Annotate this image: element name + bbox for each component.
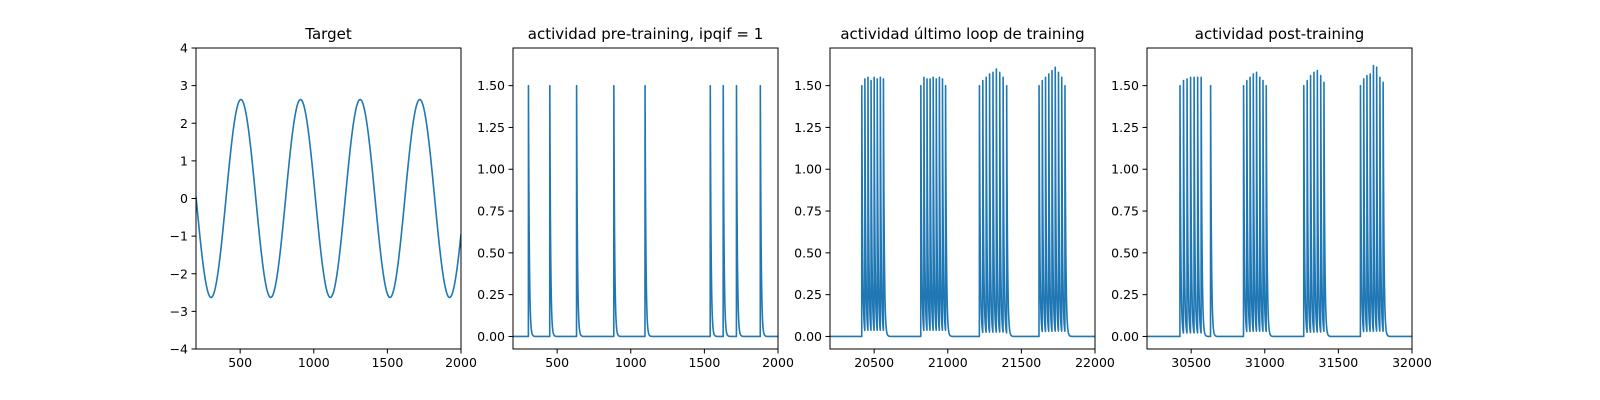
y-tick-label: 1.50 [477,78,505,93]
y-tick-label: 0.75 [477,204,505,219]
axes-frame [829,47,1096,350]
y-tick-label: 0.50 [794,245,822,260]
x-tick-label: 22000 [1075,355,1115,370]
series-line [830,66,1095,338]
x-tick-label: 30500 [1171,355,1211,370]
y-tick-label: 0.50 [1111,245,1139,260]
panel-title: Target [304,25,352,43]
x-tick-label: 21500 [1002,355,1042,370]
panel-title: actividad pre-training, ipqif = 1 [528,25,764,43]
x-tick-label: 21000 [928,355,968,370]
y-tick-label: 1.00 [1111,162,1139,177]
y-tick-label: 0.00 [794,329,822,344]
y-tick-label: 0.25 [477,287,505,302]
y-tick-label: 1.00 [794,162,822,177]
y-tick-label: 1.50 [1111,78,1139,93]
x-tick-label: 20500 [854,355,894,370]
y-tick-label: −1 [170,229,188,244]
y-tick-label: −2 [170,266,188,281]
y-tick-label: 0.75 [794,204,822,219]
y-tick-label: 0.00 [1111,329,1139,344]
y-tick-label: 4 [180,41,188,56]
panel-title: actividad último loop de training [840,25,1084,43]
series-line [1147,64,1412,338]
series-line [196,98,461,299]
panel-title: actividad post-training [1195,25,1364,43]
y-tick-label: 1.25 [1111,120,1139,135]
y-tick-label: 3 [180,78,188,93]
y-tick-label: 1.25 [477,120,505,135]
y-tick-label: 2 [180,116,188,131]
x-tick-label: 32000 [1392,355,1432,370]
x-tick-label: 2000 [762,355,794,370]
y-tick-label: −3 [170,304,188,319]
x-tick-label: 1500 [688,355,720,370]
panel-post-training: actividad post-training 30500 31000 31500 3… [1111,25,1432,370]
panel-last-training-loop: actividad último loop de training 20500 2… [794,25,1115,370]
y-tick-label: 1.00 [477,162,505,177]
y-tick-label: 0.75 [1111,204,1139,219]
x-tick-label: 31500 [1319,355,1359,370]
axes-frame [1146,47,1413,350]
panel-target: Target 500 1000 1500 2000 −4 −3 −2 −1 0 1 2 3 4 [170,25,477,370]
axes-frame [512,47,779,350]
panel-pre-training: actividad pre-training, ipqif = 1 500 100… [477,25,794,370]
y-tick-label: 0.25 [1111,287,1139,302]
y-tick-label: 0.50 [477,245,505,260]
x-tick-label: 31000 [1245,355,1285,370]
x-tick-label: 1000 [298,355,330,370]
x-tick-label: 1500 [371,355,403,370]
y-tick-label: 0.25 [794,287,822,302]
y-tick-label: −4 [170,342,188,357]
y-tick-label: 0 [180,191,188,206]
x-tick-label: 1000 [615,355,647,370]
x-tick-label: 500 [228,355,252,370]
x-tick-label: 500 [545,355,569,370]
y-tick-label: 0.00 [477,329,505,344]
y-tick-label: 1 [180,153,188,168]
y-tick-label: 1.25 [794,120,822,135]
x-tick-label: 2000 [445,355,477,370]
y-tick-label: 1.50 [794,78,822,93]
series-line [513,84,778,338]
